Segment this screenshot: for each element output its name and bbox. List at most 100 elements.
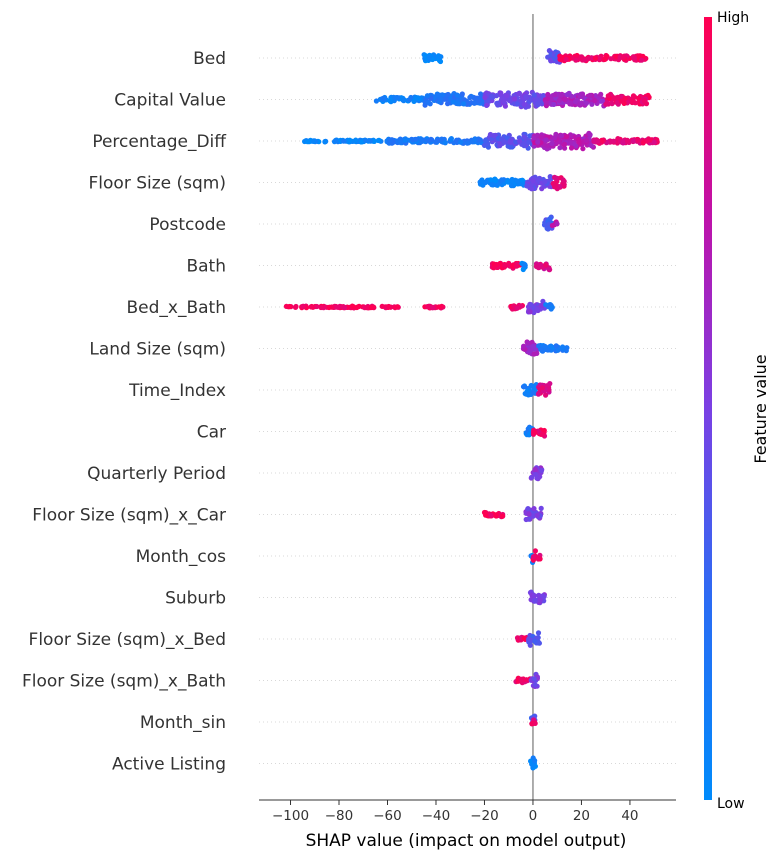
- shap-point: [635, 95, 642, 101]
- colorbar-low-label: Low: [717, 796, 745, 812]
- shap-point: [556, 97, 563, 103]
- shap-point: [436, 304, 442, 310]
- shap-point: [553, 343, 559, 349]
- feature-label: Capital Value: [114, 91, 226, 111]
- shap-point: [640, 140, 646, 146]
- shap-point: [356, 303, 362, 309]
- x-tick-label: 40: [621, 808, 638, 824]
- shap-point: [461, 97, 467, 103]
- shap-point: [531, 92, 537, 98]
- shap-point: [511, 96, 518, 102]
- shap-point: [521, 635, 527, 641]
- shap-point: [516, 90, 522, 96]
- shap-point: [605, 93, 611, 99]
- shap-point: [632, 100, 639, 106]
- shap-point: [525, 392, 532, 398]
- shap-point: [501, 139, 507, 145]
- shap-point: [501, 99, 507, 105]
- shap-point: [448, 137, 454, 143]
- shap-point: [567, 101, 574, 107]
- shap-point: [482, 138, 488, 144]
- feature-label: Percentage_Diff: [92, 132, 227, 152]
- shap-point: [549, 141, 555, 147]
- shap-point: [521, 101, 527, 108]
- shap-point: [635, 138, 641, 144]
- shap-point: [502, 263, 509, 269]
- shap-point: [522, 262, 528, 268]
- shap-point: [535, 139, 541, 145]
- shap-point: [532, 548, 539, 554]
- shap-point: [308, 304, 314, 310]
- shap-point: [620, 54, 627, 60]
- shap-point: [525, 103, 532, 109]
- shap-point: [494, 261, 500, 268]
- colorbar-title: Feature value: [751, 354, 770, 463]
- shap-point: [535, 177, 541, 183]
- shap-point: [560, 177, 566, 183]
- shap-point: [532, 682, 538, 688]
- x-tick-label: −60: [373, 808, 402, 824]
- shap-point: [424, 304, 431, 310]
- shap-point: [528, 302, 534, 308]
- x-axis: −100 −80 −60 −40 −20 0 20 40: [259, 799, 676, 824]
- gridlines: [259, 57, 676, 764]
- shap-point: [414, 95, 420, 101]
- shap-point: [554, 221, 560, 227]
- shap-point: [341, 138, 347, 144]
- shap-point: [592, 55, 599, 61]
- data-points: [283, 48, 660, 771]
- shap-point: [598, 91, 604, 97]
- shap-point: [642, 98, 648, 104]
- shap-point: [398, 140, 404, 146]
- x-tick-label: 20: [573, 808, 590, 824]
- feature-label: Bath: [186, 257, 226, 277]
- shap-point: [286, 303, 293, 310]
- shap-point: [531, 676, 537, 682]
- shap-point: [595, 138, 601, 144]
- shap-point: [521, 343, 527, 349]
- feature-label: Quarterly Period: [87, 464, 226, 484]
- shap-point: [322, 139, 328, 145]
- shap-point: [368, 304, 375, 311]
- shap-point: [432, 139, 439, 145]
- shap-point: [551, 101, 557, 107]
- shap-point: [495, 102, 501, 108]
- shap-point: [459, 91, 465, 97]
- shap-point: [599, 137, 605, 143]
- shap-point: [337, 303, 343, 309]
- shap-point: [583, 137, 590, 143]
- shap-point: [542, 343, 548, 349]
- shap-point: [529, 186, 535, 192]
- feature-label: Month_sin: [140, 713, 226, 733]
- shap-point: [615, 94, 621, 100]
- shap-point: [559, 345, 566, 351]
- shap-point: [534, 512, 540, 519]
- shap-point: [363, 137, 369, 144]
- shap-point: [532, 429, 538, 435]
- shap-point: [292, 304, 299, 310]
- shap-point: [536, 390, 542, 396]
- shap-point: [504, 179, 511, 185]
- shap-point: [573, 57, 579, 63]
- shap-point: [520, 384, 527, 390]
- feature-label: Land Size (sqm): [89, 340, 226, 360]
- shap-point: [478, 178, 485, 184]
- shap-point: [572, 99, 579, 105]
- x-tick-label: −20: [470, 808, 499, 824]
- shap-point: [636, 53, 642, 59]
- shap-point: [426, 138, 432, 144]
- shap-point: [527, 309, 533, 315]
- shap-point: [532, 471, 539, 478]
- shap-point: [547, 216, 553, 222]
- shap-point: [514, 263, 520, 269]
- shap-point: [484, 102, 490, 108]
- shap-point: [318, 304, 324, 311]
- shap-point: [523, 516, 529, 523]
- shap-point: [521, 140, 527, 146]
- shap-point: [494, 93, 500, 99]
- shap-point: [483, 512, 489, 518]
- shap-point: [543, 392, 549, 398]
- shap-point: [388, 99, 394, 105]
- shap-point: [497, 143, 503, 149]
- shap-point: [563, 56, 569, 63]
